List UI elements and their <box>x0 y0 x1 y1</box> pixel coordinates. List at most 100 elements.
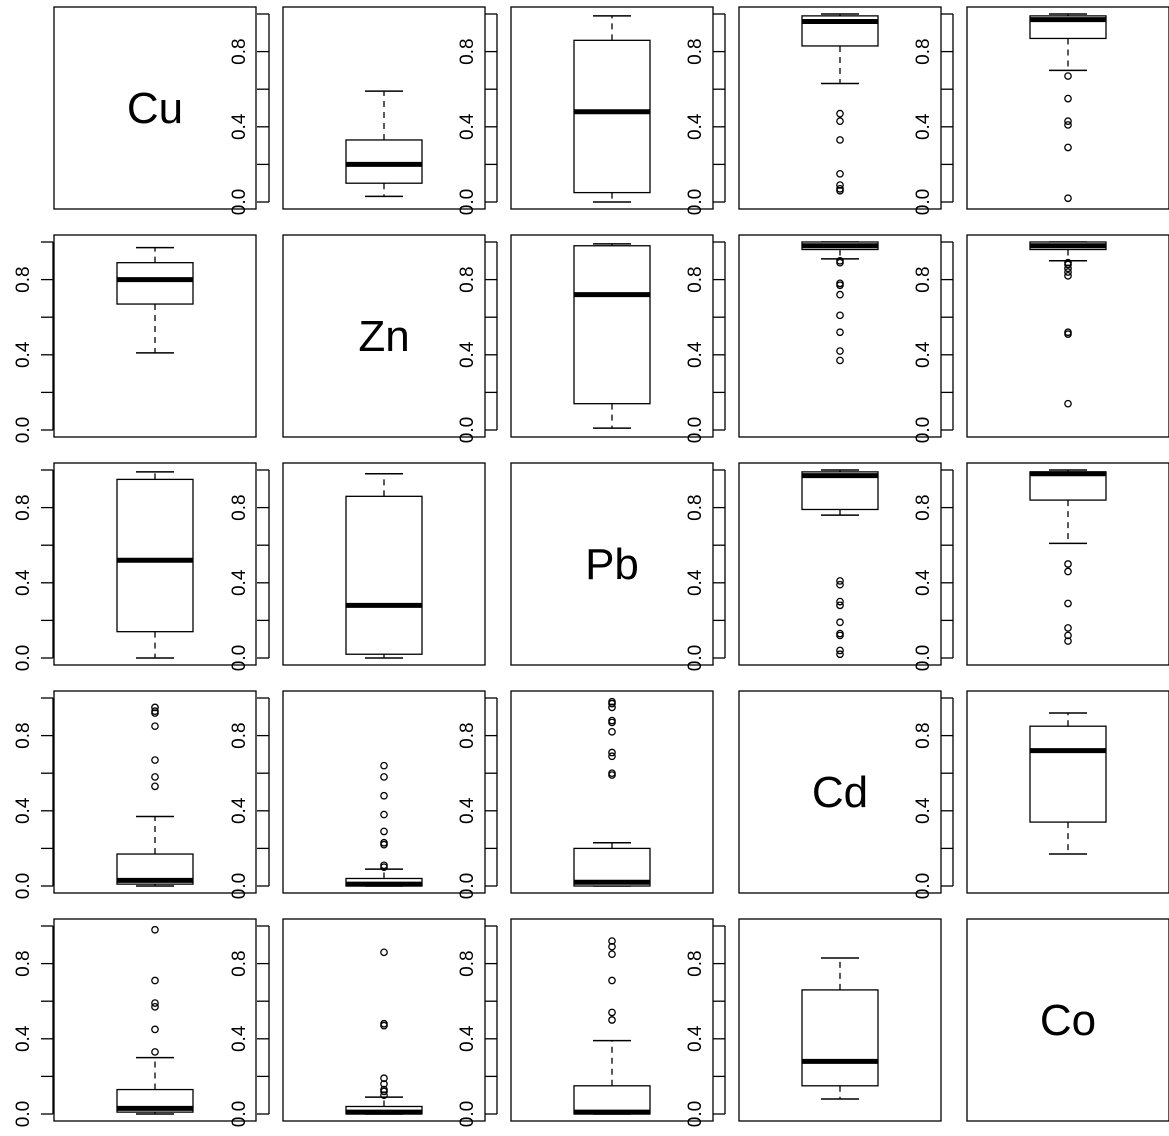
panel-frame <box>738 6 942 210</box>
boxplot <box>1029 712 1107 855</box>
panel-frame <box>53 6 257 210</box>
left-tick-label: 0.0 <box>13 1101 34 1127</box>
panel-frame <box>510 918 714 1122</box>
outlier-point <box>1064 264 1072 273</box>
y-tick-label: 0.0 <box>685 645 706 671</box>
outlier-point <box>836 646 844 655</box>
outlier-point <box>836 169 844 178</box>
boxplot <box>801 13 879 195</box>
variable-label: Co <box>1040 996 1096 1045</box>
left-tick-label: 0.0 <box>13 873 34 899</box>
y-tick-label: 0.8 <box>913 494 934 520</box>
panel-frame <box>510 234 714 438</box>
left-tick-label: 0.4 <box>13 341 34 368</box>
boxplot <box>801 957 879 1100</box>
y-tick-label: 0.8 <box>229 950 250 976</box>
panel-frame <box>966 462 1169 666</box>
outlier-point <box>1064 560 1072 568</box>
outlier-point <box>836 328 844 337</box>
boxplot <box>116 246 194 354</box>
boxplot <box>573 937 651 1115</box>
iqr-box <box>573 1085 651 1115</box>
outlier-point <box>608 771 616 779</box>
variable-label: Cu <box>127 84 183 133</box>
outlier-point <box>836 136 844 144</box>
boxplot <box>345 761 423 887</box>
panel-r5-c3: 0.0 0.4 0.8 <box>457 918 714 1127</box>
outlier-point <box>836 577 844 585</box>
outlier-point <box>836 109 844 118</box>
iqr-box <box>345 495 423 655</box>
panel-r1-c4: 0.0 0.4 0.8 <box>685 6 942 215</box>
y-tick-label: 0.4 <box>457 1025 478 1052</box>
outlier-point <box>836 356 844 365</box>
panel-r5-c2: 0.0 0.4 0.8 <box>229 918 486 1127</box>
left-tick-label: 0.0 <box>13 417 34 443</box>
y-tick-label: 0.0 <box>913 189 934 215</box>
outlier-point <box>608 752 616 761</box>
left-tick-label: 0.8 <box>13 266 34 292</box>
panel-frame <box>738 690 942 894</box>
outlier-point <box>151 722 159 731</box>
outlier-point <box>1064 271 1072 280</box>
left-tick-label: 0.4 <box>13 569 34 596</box>
outlier-point <box>1064 260 1072 269</box>
y-tick-label: 0.4 <box>685 569 706 596</box>
y-tick-label: 0.8 <box>457 38 478 64</box>
outlier-point <box>1064 330 1072 338</box>
outlier-point <box>836 597 844 606</box>
outlier-point <box>1064 121 1072 129</box>
panel-r3-c2: 0.0 0.4 0.8 <box>229 462 486 671</box>
iqr-box <box>345 139 423 184</box>
outlier-point <box>151 999 159 1007</box>
outlier-point <box>1064 268 1072 276</box>
y-tick-label: 0.0 <box>229 189 250 215</box>
y-tick-label: 0.4 <box>685 113 706 140</box>
left-tick-label: 0.8 <box>13 950 34 976</box>
outlier-point <box>1064 599 1072 608</box>
panel-frame <box>966 6 1169 210</box>
outlier-point <box>836 258 844 267</box>
y-tick-label: 0.0 <box>229 645 250 671</box>
y-tick-label: 0.8 <box>229 38 250 64</box>
y-tick-label: 0.8 <box>229 722 250 748</box>
y-tick-label: 0.0 <box>229 1101 250 1127</box>
outlier-point <box>380 773 388 781</box>
outlier-point <box>836 117 844 126</box>
y-tick-label: 0.8 <box>229 494 250 520</box>
outlier-point <box>1064 194 1072 203</box>
iqr-box <box>116 478 194 633</box>
boxplot <box>345 948 423 1115</box>
panel-frame <box>966 234 1169 438</box>
y-tick-label: 0.4 <box>913 341 934 368</box>
outlier-point <box>380 1080 388 1088</box>
panel-r4-c4: Cd <box>738 690 942 894</box>
outlier-point <box>380 810 388 819</box>
panel-r2-c5: 0.0 0.4 0.8 <box>913 234 1169 443</box>
panel-r5-c4: 0.0 0.4 0.8 <box>685 918 942 1127</box>
boxplot <box>1029 241 1107 408</box>
iqr-box <box>573 245 651 405</box>
boxplot <box>573 697 651 887</box>
boxplot <box>1029 469 1107 645</box>
panel-frame <box>282 234 486 438</box>
outlier-point <box>836 601 844 610</box>
panel-frame <box>966 918 1169 1122</box>
left-tick-label: 0.8 <box>13 722 34 748</box>
y-tick-label: 0.4 <box>457 113 478 140</box>
panel-frame <box>282 462 486 666</box>
iqr-box <box>573 39 651 194</box>
y-tick-label: 0.0 <box>913 645 934 671</box>
iqr-box <box>801 471 879 511</box>
y-tick-label: 0.8 <box>685 950 706 976</box>
panel-r2-c4: 0.0 0.4 0.8 <box>685 234 942 443</box>
panel-r2-c1: 0.0 0.4 0.8 <box>13 234 257 443</box>
outlier-point <box>151 1002 159 1011</box>
y-tick-label: 0.4 <box>229 569 250 596</box>
y-tick-label: 0.0 <box>685 417 706 443</box>
panel-frame <box>510 462 714 666</box>
outlier-point <box>608 748 616 757</box>
iqr-box <box>801 989 879 1087</box>
outlier-point <box>380 1074 388 1083</box>
